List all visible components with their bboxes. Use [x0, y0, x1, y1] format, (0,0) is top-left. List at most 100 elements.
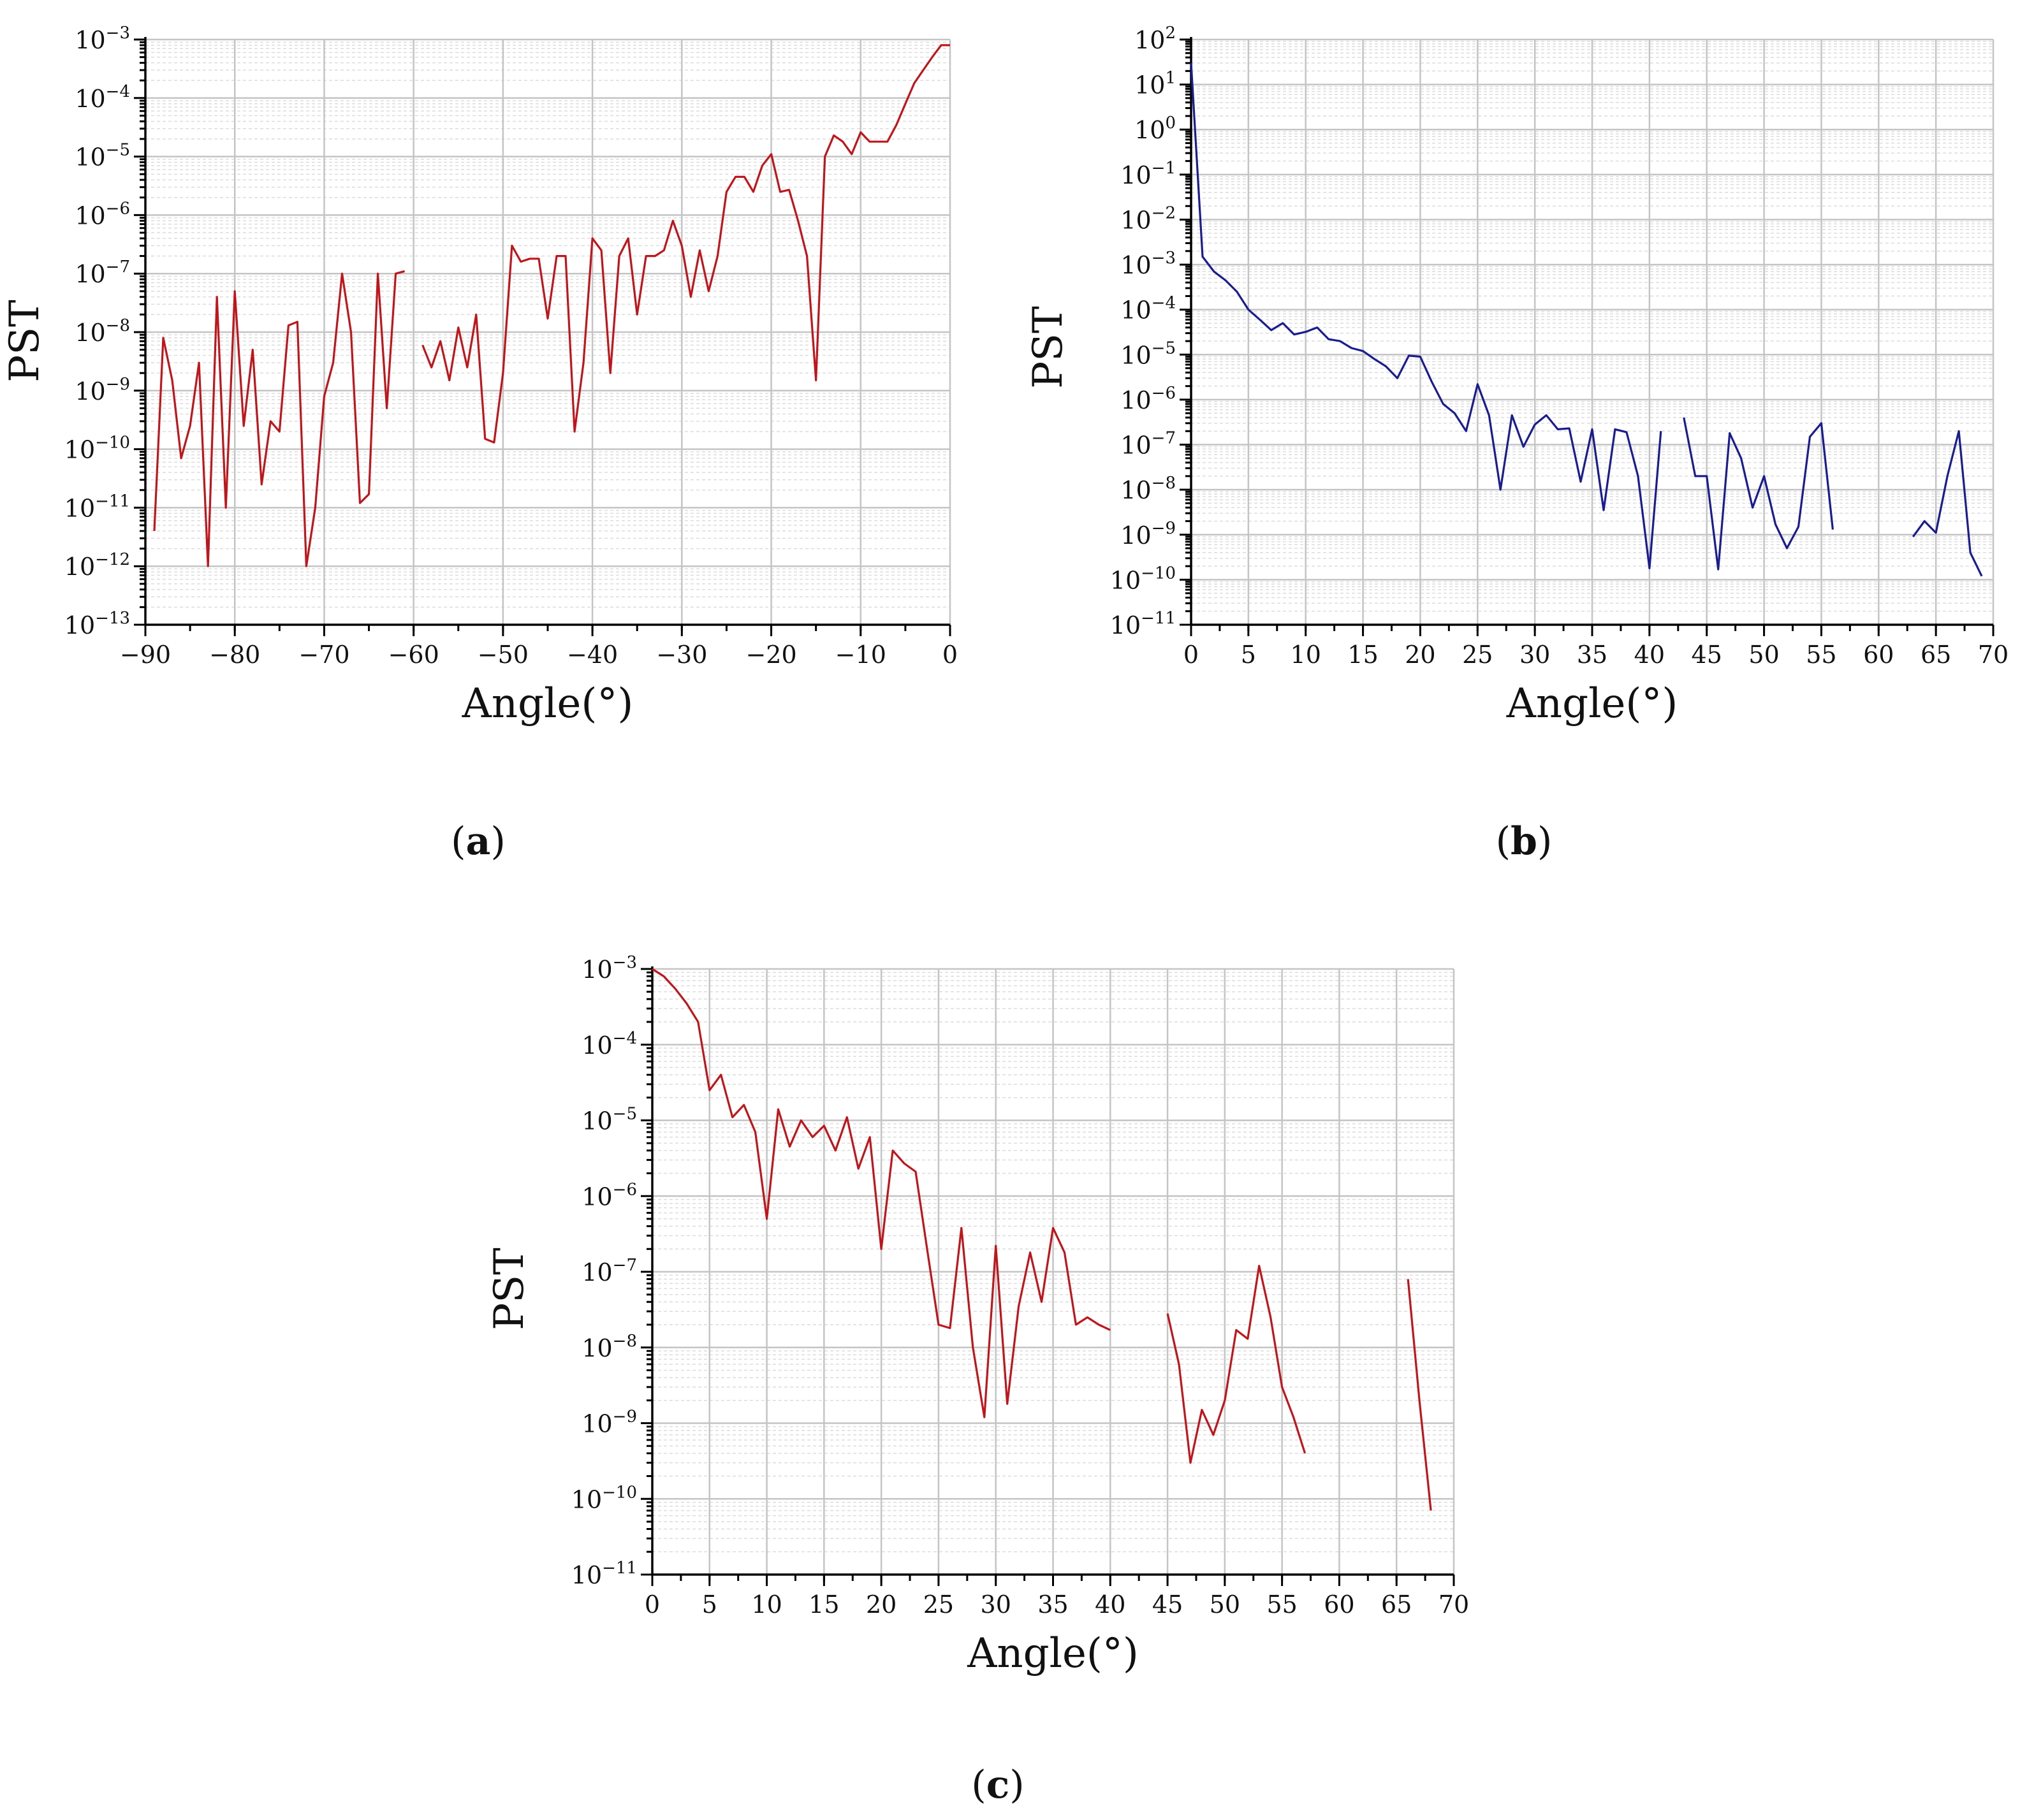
x-tick-label: 25	[1462, 641, 1493, 669]
series-line-segment	[153, 270, 406, 567]
x-tick-label: −50	[478, 641, 529, 669]
y-tick-label: 10−5	[1120, 339, 1176, 369]
x-tick-label: −10	[835, 641, 886, 669]
x-tick-label: 30	[981, 1591, 1011, 1619]
y-tick-label: 10−13	[64, 609, 130, 639]
x-tick-label: 20	[866, 1591, 897, 1619]
x-tick-label: 40	[1095, 1591, 1125, 1619]
x-tick-label: 50	[1748, 641, 1779, 669]
x-tick-label: 65	[1921, 641, 1951, 669]
y-tick-label: 10−4	[582, 1029, 637, 1059]
x-tick-label: 40	[1634, 641, 1665, 669]
x-tick-label: 0	[1183, 641, 1199, 669]
y-tick-label: 101	[1134, 69, 1176, 99]
series-line-segment	[1407, 1279, 1432, 1511]
y-tick-label: 10−4	[1120, 294, 1176, 324]
y-tick-label: 10−11	[64, 491, 130, 522]
y-tick-label: 100	[1134, 113, 1176, 144]
y-tick-label: 10−11	[571, 1559, 637, 1589]
x-tick-label: 45	[1692, 641, 1722, 669]
series-line-segment	[1166, 1265, 1306, 1464]
panel-caption: (c)	[971, 1763, 1024, 1807]
x-tick-label: 35	[1577, 641, 1607, 669]
y-tick-label: 10−6	[582, 1180, 637, 1211]
series-line-segment	[1912, 430, 1983, 577]
x-axis-label: Angle(°)	[462, 680, 634, 727]
x-tick-label: 50	[1210, 1591, 1240, 1619]
x-tick-label: 65	[1381, 1591, 1412, 1619]
y-tick-label: 10−9	[582, 1408, 637, 1438]
y-tick-label: 10−7	[582, 1256, 637, 1286]
y-tick-label: 10−6	[75, 199, 130, 229]
y-tick-label: 10−2	[1120, 203, 1176, 234]
x-tick-label: 70	[1978, 641, 2009, 669]
x-tick-label: 0	[645, 1591, 660, 1619]
y-tick-label: 10−8	[75, 316, 130, 347]
x-tick-label: −70	[298, 641, 349, 669]
y-tick-label: 10−5	[75, 141, 130, 171]
series-pst	[652, 968, 1432, 1511]
y-tick-label: 10−4	[75, 82, 130, 113]
y-tick-label: 10−8	[1120, 474, 1176, 504]
series-line-segment	[1190, 62, 1662, 569]
series-line-segment	[421, 44, 950, 444]
x-tick-label: 60	[1324, 1591, 1354, 1619]
y-tick-label: 10−3	[75, 24, 130, 54]
y-tick-label: 10−6	[1120, 384, 1176, 414]
series-pst	[1190, 62, 1983, 577]
panel-caption: (a)	[451, 819, 506, 864]
y-tick-label: 10−10	[571, 1483, 637, 1513]
x-tick-label: −90	[120, 641, 171, 669]
x-tick-label: 5	[702, 1591, 717, 1619]
x-tick-label: 15	[809, 1591, 839, 1619]
x-tick-label: 15	[1347, 641, 1378, 669]
x-tick-label: 0	[942, 641, 958, 669]
x-tick-label: −30	[656, 641, 707, 669]
x-tick-label: 35	[1037, 1591, 1068, 1619]
y-tick-label: 10−10	[64, 433, 130, 464]
x-tick-label: −20	[745, 641, 796, 669]
y-tick-label: 10−12	[64, 550, 130, 581]
y-axis-label: PST	[1, 300, 48, 382]
y-tick-label: 10−7	[75, 258, 130, 288]
panel-caption: (b)	[1496, 819, 1553, 864]
panel-c: 10−11 10−10 10−9 10−8 10−7 10−6 10−5 10−4 10−3 0 5…	[486, 953, 1469, 1807]
x-axis-label: Angle(°)	[1506, 680, 1678, 727]
grid	[1190, 38, 1994, 626]
y-tick-label: 10−11	[1110, 609, 1176, 639]
y-tick-label: 102	[1134, 24, 1176, 54]
x-tick-label: 55	[1266, 1591, 1297, 1619]
y-axis-label: PST	[486, 1248, 533, 1330]
y-axis-label: PST	[1025, 306, 1072, 389]
x-tick-label: 10	[751, 1591, 782, 1619]
y-tick-label: 10−7	[1120, 429, 1176, 460]
series-pst	[153, 44, 950, 567]
x-axis-label: Angle(°)	[967, 1630, 1139, 1677]
y-tick-label: 10−9	[1120, 519, 1176, 550]
x-tick-label: −80	[209, 641, 260, 669]
x-tick-label: 20	[1405, 641, 1435, 669]
y-tick-label: 10−8	[582, 1332, 637, 1362]
series-line-segment	[1683, 417, 1834, 571]
x-tick-label: 10	[1291, 641, 1321, 669]
y-tick-label: 10−1	[1120, 159, 1176, 189]
grid	[651, 968, 1455, 1576]
grid	[144, 38, 951, 626]
y-tick-label: 10−3	[1120, 249, 1176, 279]
y-tick-label: 10−9	[75, 375, 130, 405]
x-tick-label: −40	[567, 641, 618, 669]
x-tick-label: 30	[1519, 641, 1550, 669]
x-tick-label: −60	[388, 641, 439, 669]
panel-b: 10−1110−1010−910−810−710−610−510−410−310…	[1025, 24, 2009, 864]
y-tick-label: 10−10	[1110, 564, 1176, 594]
y-tick-label: 10−5	[582, 1105, 637, 1135]
x-tick-label: 55	[1806, 641, 1836, 669]
x-tick-label: 60	[1863, 641, 1894, 669]
series-line-segment	[652, 968, 1111, 1418]
y-tick-label: 10−3	[582, 953, 637, 984]
x-tick-label: 45	[1152, 1591, 1183, 1619]
x-tick-label: 70	[1438, 1591, 1469, 1619]
panel-a: 10−13 10−12 10−11 10−10 10−9 10−8 10−7 10−6 10−5…	[1, 24, 958, 864]
x-tick-label: 5	[1241, 641, 1256, 669]
